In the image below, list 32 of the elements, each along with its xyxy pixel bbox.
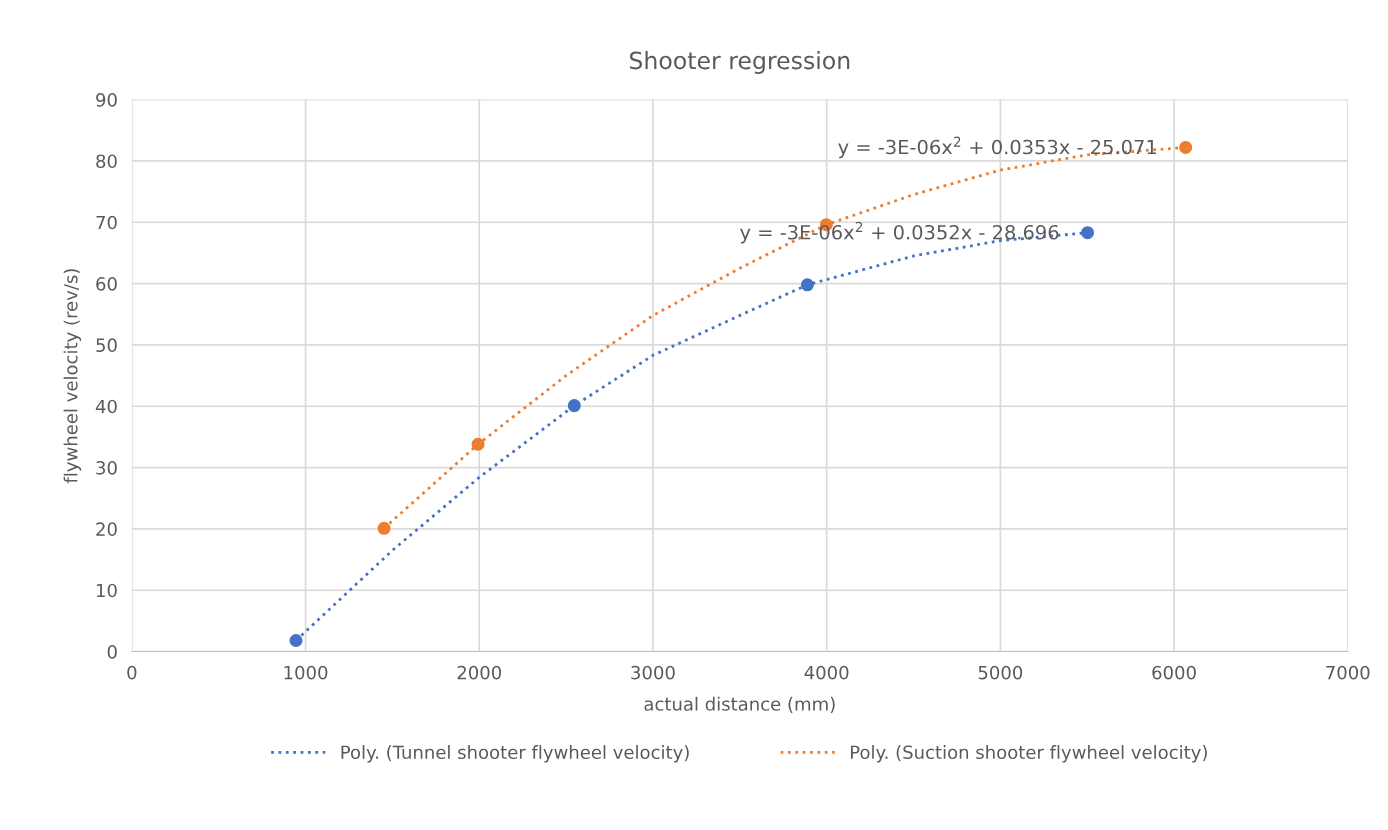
point — [1179, 140, 1193, 154]
chart-title: Shooter regression — [629, 51, 850, 74]
legend-label: Poly. (Suction shooter flywheel velocity) — [850, 745, 1207, 763]
point — [567, 399, 581, 413]
y-tick-label: 40 — [95, 399, 117, 414]
y-tick-label: 80 — [96, 154, 117, 169]
x-tick-label: 5000 — [978, 665, 1023, 680]
x-tick-label: 2000 — [457, 665, 502, 680]
annotation: y = -3E-06x$^{2}$ + 0.0352x - 28.696 — [740, 221, 1059, 244]
y-tick-label: 0 — [107, 645, 117, 659]
y-tick-label: 70 — [96, 215, 117, 230]
point — [377, 521, 391, 535]
y-tick-label: 60 — [96, 277, 117, 291]
point — [289, 634, 303, 648]
legend-label: Poly. (Tunnel shooter flywheel velocity) — [341, 745, 689, 763]
x-tick-label: 4000 — [804, 665, 849, 680]
y-tick-label: 30 — [96, 461, 117, 475]
x-tick-label: 1000 — [284, 665, 328, 680]
y-tick-label: 50 — [96, 338, 117, 353]
point — [471, 437, 485, 451]
x-tick-label: 3000 — [631, 665, 675, 680]
y-tick-label: 10 — [96, 583, 117, 598]
y-axis-title: flywheel velocity (rev/s) — [63, 269, 82, 484]
y-tick-label: 20 — [96, 522, 117, 537]
x-tick-label: 0 — [127, 665, 137, 680]
point — [1081, 226, 1095, 240]
x-tick-label: 7000 — [1326, 665, 1370, 680]
annotation: y = -3E-06x$^{2}$ + 0.0353x - 25.071 — [838, 136, 1156, 159]
x-axis-title: actual distance (mm) — [644, 696, 835, 713]
point — [800, 278, 814, 292]
y-tick-label: 90 — [96, 93, 117, 107]
x-tick-label: 6000 — [1152, 665, 1196, 680]
